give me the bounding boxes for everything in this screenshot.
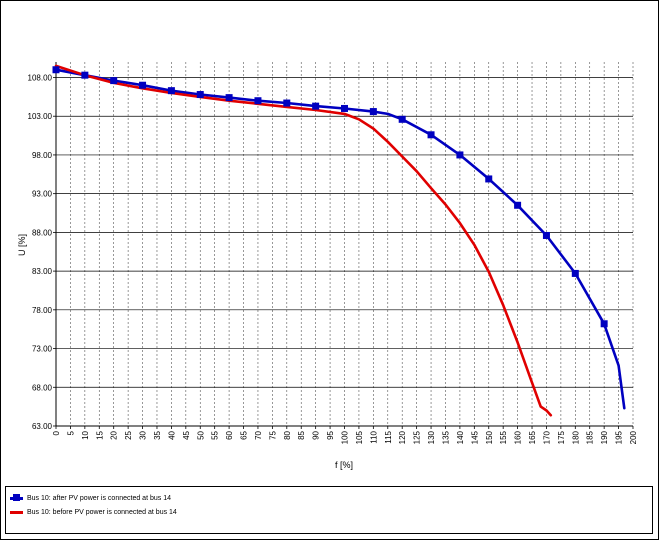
x-tick-label: 30 bbox=[139, 430, 148, 439]
y-tick-label: 78.00 bbox=[32, 306, 53, 315]
x-tick-label: 20 bbox=[110, 430, 119, 439]
data-point-marker bbox=[110, 77, 118, 85]
series-layer bbox=[52, 64, 626, 417]
x-tick-label: 200 bbox=[629, 430, 638, 444]
x-tick-label: 150 bbox=[485, 430, 494, 444]
x-tick-label: 65 bbox=[240, 430, 249, 439]
y-tick-label: 73.00 bbox=[32, 345, 53, 354]
x-tick-label: 160 bbox=[514, 430, 523, 444]
data-point-marker bbox=[369, 108, 377, 116]
x-tick-label: 165 bbox=[528, 430, 537, 444]
x-tick-label: 110 bbox=[369, 430, 378, 443]
data-point-marker bbox=[81, 71, 89, 79]
data-point-marker bbox=[456, 151, 464, 159]
x-tick-label: 80 bbox=[283, 430, 292, 439]
x-tick-label: 130 bbox=[427, 430, 436, 444]
data-point-marker bbox=[139, 81, 147, 89]
x-tick-label: 10 bbox=[81, 430, 90, 439]
legend: Bus 10: after PV power is connected at b… bbox=[5, 486, 653, 534]
y-tick-label: 63.00 bbox=[32, 422, 53, 431]
data-point-marker bbox=[196, 91, 204, 99]
x-tick-label: 70 bbox=[254, 430, 263, 439]
y-tick-label: 103.00 bbox=[28, 112, 53, 121]
x-tick-label: 170 bbox=[542, 430, 551, 444]
x-tick-label: 60 bbox=[225, 430, 234, 439]
data-point-marker bbox=[427, 131, 435, 139]
series-line-1 bbox=[54, 64, 553, 417]
x-tick-label: 90 bbox=[312, 430, 321, 439]
x-tick-label: 50 bbox=[196, 430, 205, 439]
x-tick-label: 135 bbox=[441, 430, 450, 444]
data-point-marker bbox=[542, 231, 550, 239]
x-tick-label: 85 bbox=[297, 430, 306, 439]
legend-label-before: Bus 10: before PV power is connected at … bbox=[27, 508, 177, 516]
data-point-marker bbox=[254, 97, 262, 105]
x-axis-label: f [%] bbox=[335, 460, 353, 470]
x-tick-label: 185 bbox=[586, 430, 595, 444]
x-tick-label: 180 bbox=[571, 430, 580, 444]
data-point-marker bbox=[167, 87, 175, 95]
data-point-marker bbox=[600, 320, 608, 328]
grid bbox=[56, 62, 634, 426]
data-point-marker bbox=[283, 99, 291, 107]
x-tick-label: 25 bbox=[124, 430, 133, 439]
x-tick-label: 40 bbox=[167, 430, 176, 439]
x-tick-label: 115 bbox=[384, 430, 393, 443]
legend-item-before: Bus 10: before PV power is connected at … bbox=[10, 505, 177, 519]
y-tick-label: 68.00 bbox=[32, 383, 53, 392]
x-tick-label: 195 bbox=[615, 430, 624, 444]
y-tick-label: 93.00 bbox=[32, 190, 53, 199]
data-point-marker bbox=[341, 104, 348, 112]
x-tick-label: 35 bbox=[153, 430, 162, 439]
x-tick-label: 95 bbox=[326, 430, 335, 439]
legend-swatch-red bbox=[10, 510, 23, 514]
x-tick-label: 190 bbox=[600, 430, 609, 444]
data-point-marker bbox=[398, 115, 406, 123]
y-axis-label: U [%] bbox=[17, 234, 27, 256]
data-point-marker bbox=[514, 201, 522, 209]
x-tick-label: 155 bbox=[499, 430, 508, 444]
data-point-marker bbox=[571, 269, 579, 277]
y-tick-label: 83.00 bbox=[32, 267, 53, 276]
data-point-marker bbox=[225, 94, 233, 102]
x-tick-label: 55 bbox=[211, 430, 220, 439]
x-tick-label: 100 bbox=[341, 430, 350, 444]
x-tick-label: 15 bbox=[95, 430, 104, 439]
x-tick-label: 125 bbox=[413, 430, 422, 444]
y-tick-label: 108.00 bbox=[28, 73, 53, 82]
legend-swatch-blue bbox=[10, 493, 23, 501]
y-tick-label: 88.00 bbox=[32, 228, 53, 237]
axes: 0 5 10 15 20 25 30 35 40 45 50 55 60 65 70 75 80 85 90 95 10… bbox=[28, 62, 638, 444]
data-point-marker bbox=[485, 175, 493, 183]
x-tick-label: 5 bbox=[66, 430, 75, 435]
x-tick-label: 145 bbox=[470, 430, 479, 444]
x-tick-label: 0 bbox=[52, 430, 61, 435]
data-point-marker bbox=[312, 102, 320, 110]
legend-item-after: Bus 10: after PV power is connected at b… bbox=[10, 491, 171, 505]
data-point-marker bbox=[52, 66, 60, 74]
x-tick-label: 120 bbox=[398, 430, 407, 444]
legend-label-after: Bus 10: after PV power is connected at b… bbox=[27, 494, 171, 502]
x-tick-label: 45 bbox=[182, 430, 191, 439]
y-tick-label: 98.00 bbox=[32, 151, 53, 160]
x-tick-label: 75 bbox=[268, 430, 277, 439]
x-tick-label: 175 bbox=[557, 430, 566, 444]
x-tick-label: 140 bbox=[456, 430, 465, 444]
x-tick-label: 105 bbox=[355, 430, 364, 444]
